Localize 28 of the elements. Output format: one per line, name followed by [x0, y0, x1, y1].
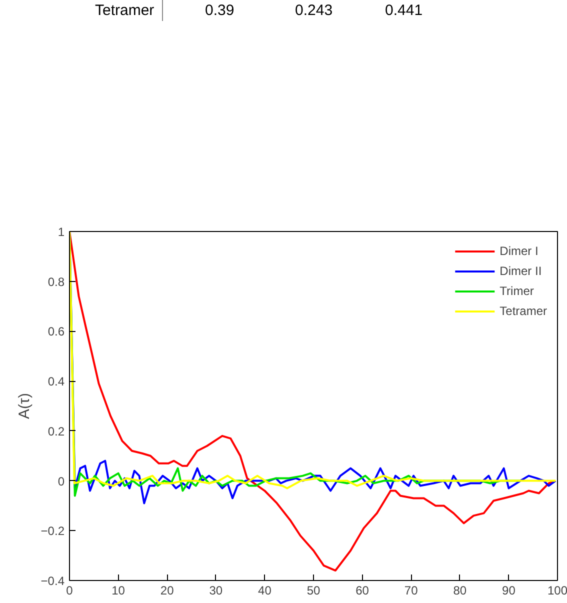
- x-tick-label: 80: [453, 584, 467, 598]
- y-tick-label: 1: [58, 225, 65, 239]
- x-tick-label: 10: [112, 584, 126, 598]
- y-tick-label: 0: [58, 474, 65, 488]
- y-tick-label: 0.6: [48, 324, 65, 339]
- legend-label: Tetramer: [500, 304, 547, 318]
- text: 0.39: [205, 1, 234, 21]
- y-tick-label: −0.2: [40, 524, 65, 538]
- x-tick-label: 50: [306, 584, 320, 598]
- x-tick-label: 20: [160, 584, 174, 598]
- y-tick-label: −0.4: [40, 574, 65, 588]
- legend-label: Trimer: [500, 284, 534, 298]
- y-tick-label: 0.8: [48, 274, 65, 289]
- x-tick-label: 0: [66, 584, 74, 598]
- x-tick-label: 40: [258, 584, 272, 598]
- y-axis-title: A(τ): [16, 393, 33, 419]
- x-tick-label: 60: [356, 584, 370, 598]
- x-tick-label: 90: [502, 584, 516, 598]
- x-tick-label: 70: [404, 584, 418, 598]
- text: 0.243: [295, 1, 333, 21]
- text: Tetramer: [95, 0, 164, 22]
- y-tick-label: 0.4: [48, 374, 65, 389]
- x-tick-label: 100: [547, 584, 567, 598]
- legend-label: Dimer II: [500, 264, 542, 278]
- y-tick-label: 0.2: [48, 424, 65, 438]
- x-tick-label: 30: [209, 584, 223, 598]
- text: 0.441: [385, 1, 423, 21]
- legend-label: Dimer I: [500, 244, 538, 258]
